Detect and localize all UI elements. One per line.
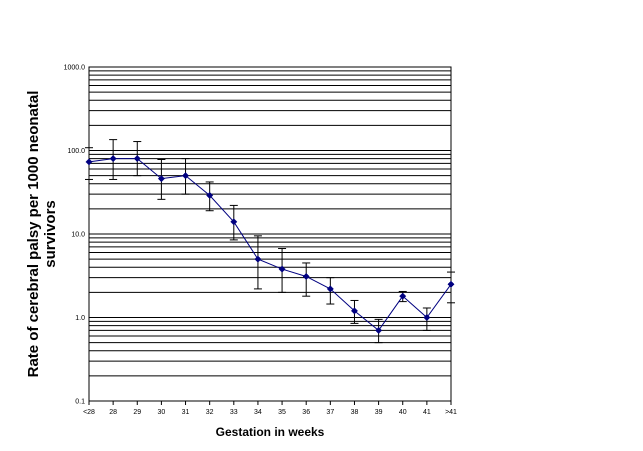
y-tick-label: 10.0 (71, 232, 85, 239)
x-tick-label: 34 (254, 409, 262, 416)
series-line (88, 158, 452, 332)
data-point (375, 326, 383, 334)
data-point (206, 191, 214, 199)
series-line-group (85, 155, 455, 334)
plot-area-frame (88, 66, 452, 402)
data-point (181, 172, 190, 180)
x-tick-label: >41 (445, 409, 457, 416)
y-axis-label-line1: Rate of cerebral palsy per 1000 neonatal (25, 91, 42, 378)
x-tick-label: 29 (133, 409, 141, 416)
grid-lines (89, 70, 451, 377)
data-point (350, 307, 359, 315)
data-point (85, 158, 93, 166)
x-tick-label: 36 (302, 409, 310, 416)
data-point (447, 280, 455, 288)
y-tick-label: 1000.0 (64, 65, 86, 72)
x-tick-label: 28 (109, 409, 117, 416)
data-point (254, 255, 262, 263)
x-tick-label: 35 (278, 409, 286, 416)
y-tick-label: 100.0 (67, 148, 85, 155)
x-tick-label: <28 (83, 409, 95, 416)
data-point (278, 265, 286, 273)
x-tick-label: 40 (399, 409, 407, 416)
y-tick-label: 0.1 (75, 399, 85, 406)
x-axis-tick-labels: <28 28 29 30 31 32 33 34 35 36 37 38 39 40 41 >41 (83, 401, 457, 416)
x-tick-label: 37 (326, 409, 334, 416)
x-tick-label: 30 (158, 409, 166, 416)
x-tick-label: 31 (182, 409, 190, 416)
data-point (326, 285, 334, 293)
data-point (133, 155, 141, 163)
y-tick-label: 1.0 (75, 315, 85, 322)
data-point (399, 292, 407, 300)
x-tick-label: 41 (423, 409, 431, 416)
y-axis-tick-labels: 0.1 1.0 10.0 100.0 1000.0 (64, 65, 86, 406)
x-tick-label: 32 (206, 409, 214, 416)
x-axis-label: Gestation in weeks (216, 425, 325, 439)
x-tick-label: 39 (375, 409, 383, 416)
data-point (157, 175, 165, 183)
y-axis-label-line2: survivors (42, 200, 59, 268)
data-point (109, 155, 117, 163)
data-point (423, 313, 431, 322)
x-tick-label: 38 (351, 409, 359, 416)
data-point (230, 218, 238, 226)
data-point (302, 272, 310, 281)
y-axis-label: Rate of cerebral palsy per 1000 neonatal… (25, 91, 59, 378)
x-tick-label: 33 (230, 409, 238, 416)
